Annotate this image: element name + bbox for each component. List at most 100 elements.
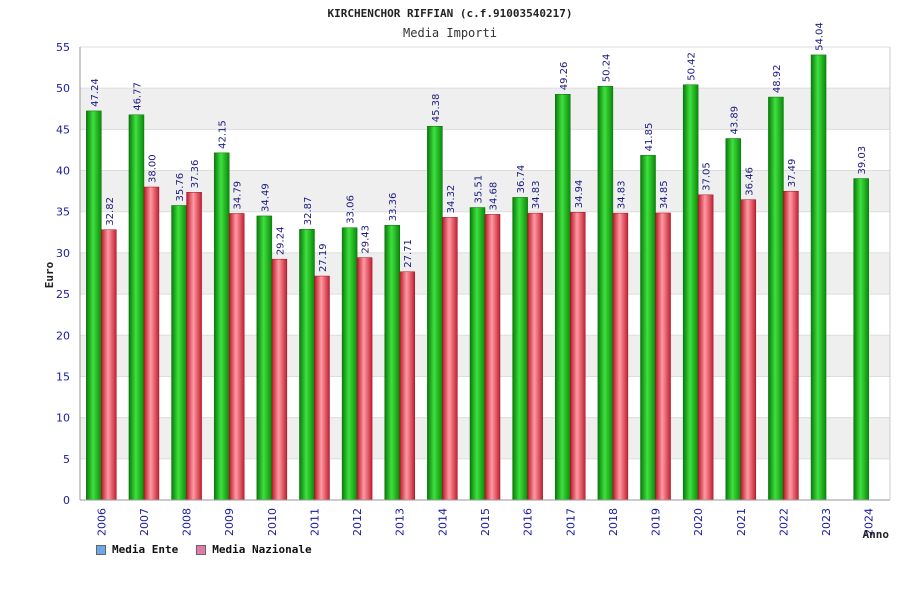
bar-media-nazionale — [271, 258, 288, 501]
bar-media-ente — [682, 84, 699, 501]
data-label: 34.68 — [489, 182, 500, 211]
x-tick-label: 2012 — [351, 508, 364, 536]
chart-subtitle: Media Importi — [403, 26, 497, 40]
bar-media-ente — [768, 96, 784, 501]
data-label: 32.87 — [303, 197, 314, 226]
x-tick-label: 2024 — [863, 508, 876, 536]
x-tick-labels: 2006 2007 2008 2009 2010 2011 2012 2013 2014 2015… — [95, 508, 875, 536]
data-label: 47.24 — [90, 78, 101, 107]
data-label: 36.74 — [516, 165, 527, 194]
bar-media-ente — [597, 85, 614, 501]
bar-media-ente — [299, 229, 315, 501]
data-label: 37.05 — [702, 162, 713, 191]
bar-media-nazionale — [527, 212, 543, 501]
x-tick-label: 2009 — [223, 508, 236, 536]
data-label: 34.94 — [574, 180, 585, 209]
legend-swatch-media-ente — [96, 544, 106, 555]
bar-media-ente — [512, 197, 528, 501]
data-label: 34.49 — [260, 183, 271, 212]
legend-swatch-media-nazionale — [196, 544, 207, 555]
y-axis-label: Euro — [43, 261, 56, 288]
data-label: 27.71 — [403, 239, 414, 268]
legend-label-media-nazionale: Media Nazionale — [212, 543, 312, 556]
x-tick-label: 2006 — [95, 508, 108, 536]
y-tick-label: 55 — [56, 41, 70, 54]
bar-media-ente — [128, 114, 145, 501]
x-tick-label: 2019 — [650, 508, 663, 536]
data-label: 29.24 — [275, 227, 286, 256]
bar-media-nazionale — [228, 213, 245, 501]
y-tick-label: 45 — [56, 123, 70, 136]
x-tick-label: 2017 — [564, 508, 577, 536]
bar-media-ente — [810, 54, 827, 501]
bar-media-ente — [86, 110, 102, 501]
x-tick-label: 2020 — [692, 508, 705, 536]
data-label: 45.38 — [431, 94, 442, 123]
axes — [79, 47, 891, 501]
bar-media-ente — [725, 138, 742, 501]
data-label: 50.42 — [687, 52, 698, 81]
data-label: 38.00 — [147, 154, 158, 183]
data-label: 41.85 — [644, 123, 655, 152]
bar-media-ente — [640, 155, 656, 501]
bar-media-nazionale — [143, 186, 160, 501]
bar-media-ente — [384, 224, 400, 501]
bar-media-nazionale — [399, 271, 415, 501]
data-label: 34.83 — [616, 180, 627, 209]
bar-media-nazionale — [101, 229, 117, 501]
bar-media-ente — [427, 125, 443, 501]
bars — [86, 54, 869, 501]
data-labels: 47.24 32.82 46.77 38.00 35.76 37.36 42.15 34.79… — [90, 22, 868, 272]
y-tick-label: 35 — [56, 206, 70, 219]
data-label: 33.06 — [346, 195, 357, 224]
y-tick-labels: 0 5 10 15 20 25 30 35 40 45 50 55 — [56, 41, 70, 507]
data-label: 34.79 — [233, 181, 244, 210]
data-label: 46.77 — [132, 82, 143, 111]
bar-media-nazionale — [314, 275, 330, 501]
legend-item-media-ente: Media Ente — [96, 543, 178, 556]
bar-media-ente — [256, 215, 273, 501]
data-label: 36.46 — [744, 167, 755, 196]
x-tick-label: 2014 — [436, 508, 449, 536]
data-label: 37.49 — [787, 159, 798, 188]
x-tick-label: 2015 — [479, 508, 492, 536]
bar-media-ente — [213, 152, 230, 501]
data-label: 42.15 — [218, 120, 229, 149]
x-tick-label: 2023 — [820, 508, 833, 536]
data-label: 54.04 — [815, 22, 826, 51]
bar-media-nazionale — [484, 214, 501, 501]
x-tick-label: 2022 — [777, 508, 790, 536]
y-tick-label: 25 — [56, 288, 70, 301]
data-label: 50.24 — [601, 54, 612, 83]
y-tick-label: 30 — [56, 247, 70, 260]
data-label: 29.43 — [361, 225, 372, 254]
bar-media-nazionale — [186, 192, 202, 501]
legend: Media Ente Media Nazionale — [96, 543, 312, 556]
x-axis-label: Anno — [863, 528, 890, 541]
data-label: 34.83 — [531, 180, 542, 209]
bar-media-nazionale — [612, 212, 629, 501]
chart-title: KIRCHENCHOR RIFFIAN (c.f.91003540217) — [327, 7, 572, 20]
data-label: 34.85 — [659, 180, 670, 209]
bar-media-ente — [555, 94, 571, 501]
y-tick-label: 40 — [56, 165, 70, 178]
bar-media-ente — [853, 178, 869, 501]
data-label: 35.76 — [175, 173, 186, 202]
grid-band — [80, 88, 890, 130]
y-tick-label: 50 — [56, 82, 70, 95]
y-tick-label: 10 — [56, 412, 70, 425]
data-label: 32.82 — [105, 197, 116, 226]
bar-media-ente — [341, 227, 358, 501]
x-tick-label: 2011 — [308, 508, 321, 536]
data-label: 39.03 — [857, 146, 868, 175]
data-label: 49.26 — [559, 62, 570, 91]
y-tick-label: 15 — [56, 370, 70, 383]
data-label: 33.36 — [388, 193, 399, 222]
bar-media-nazionale — [740, 199, 757, 501]
data-label: 27.19 — [318, 243, 329, 272]
x-tick-label: 2008 — [181, 508, 194, 536]
data-label: 43.89 — [729, 106, 740, 135]
bar-media-ente — [469, 207, 486, 501]
data-label: 48.92 — [772, 64, 783, 93]
